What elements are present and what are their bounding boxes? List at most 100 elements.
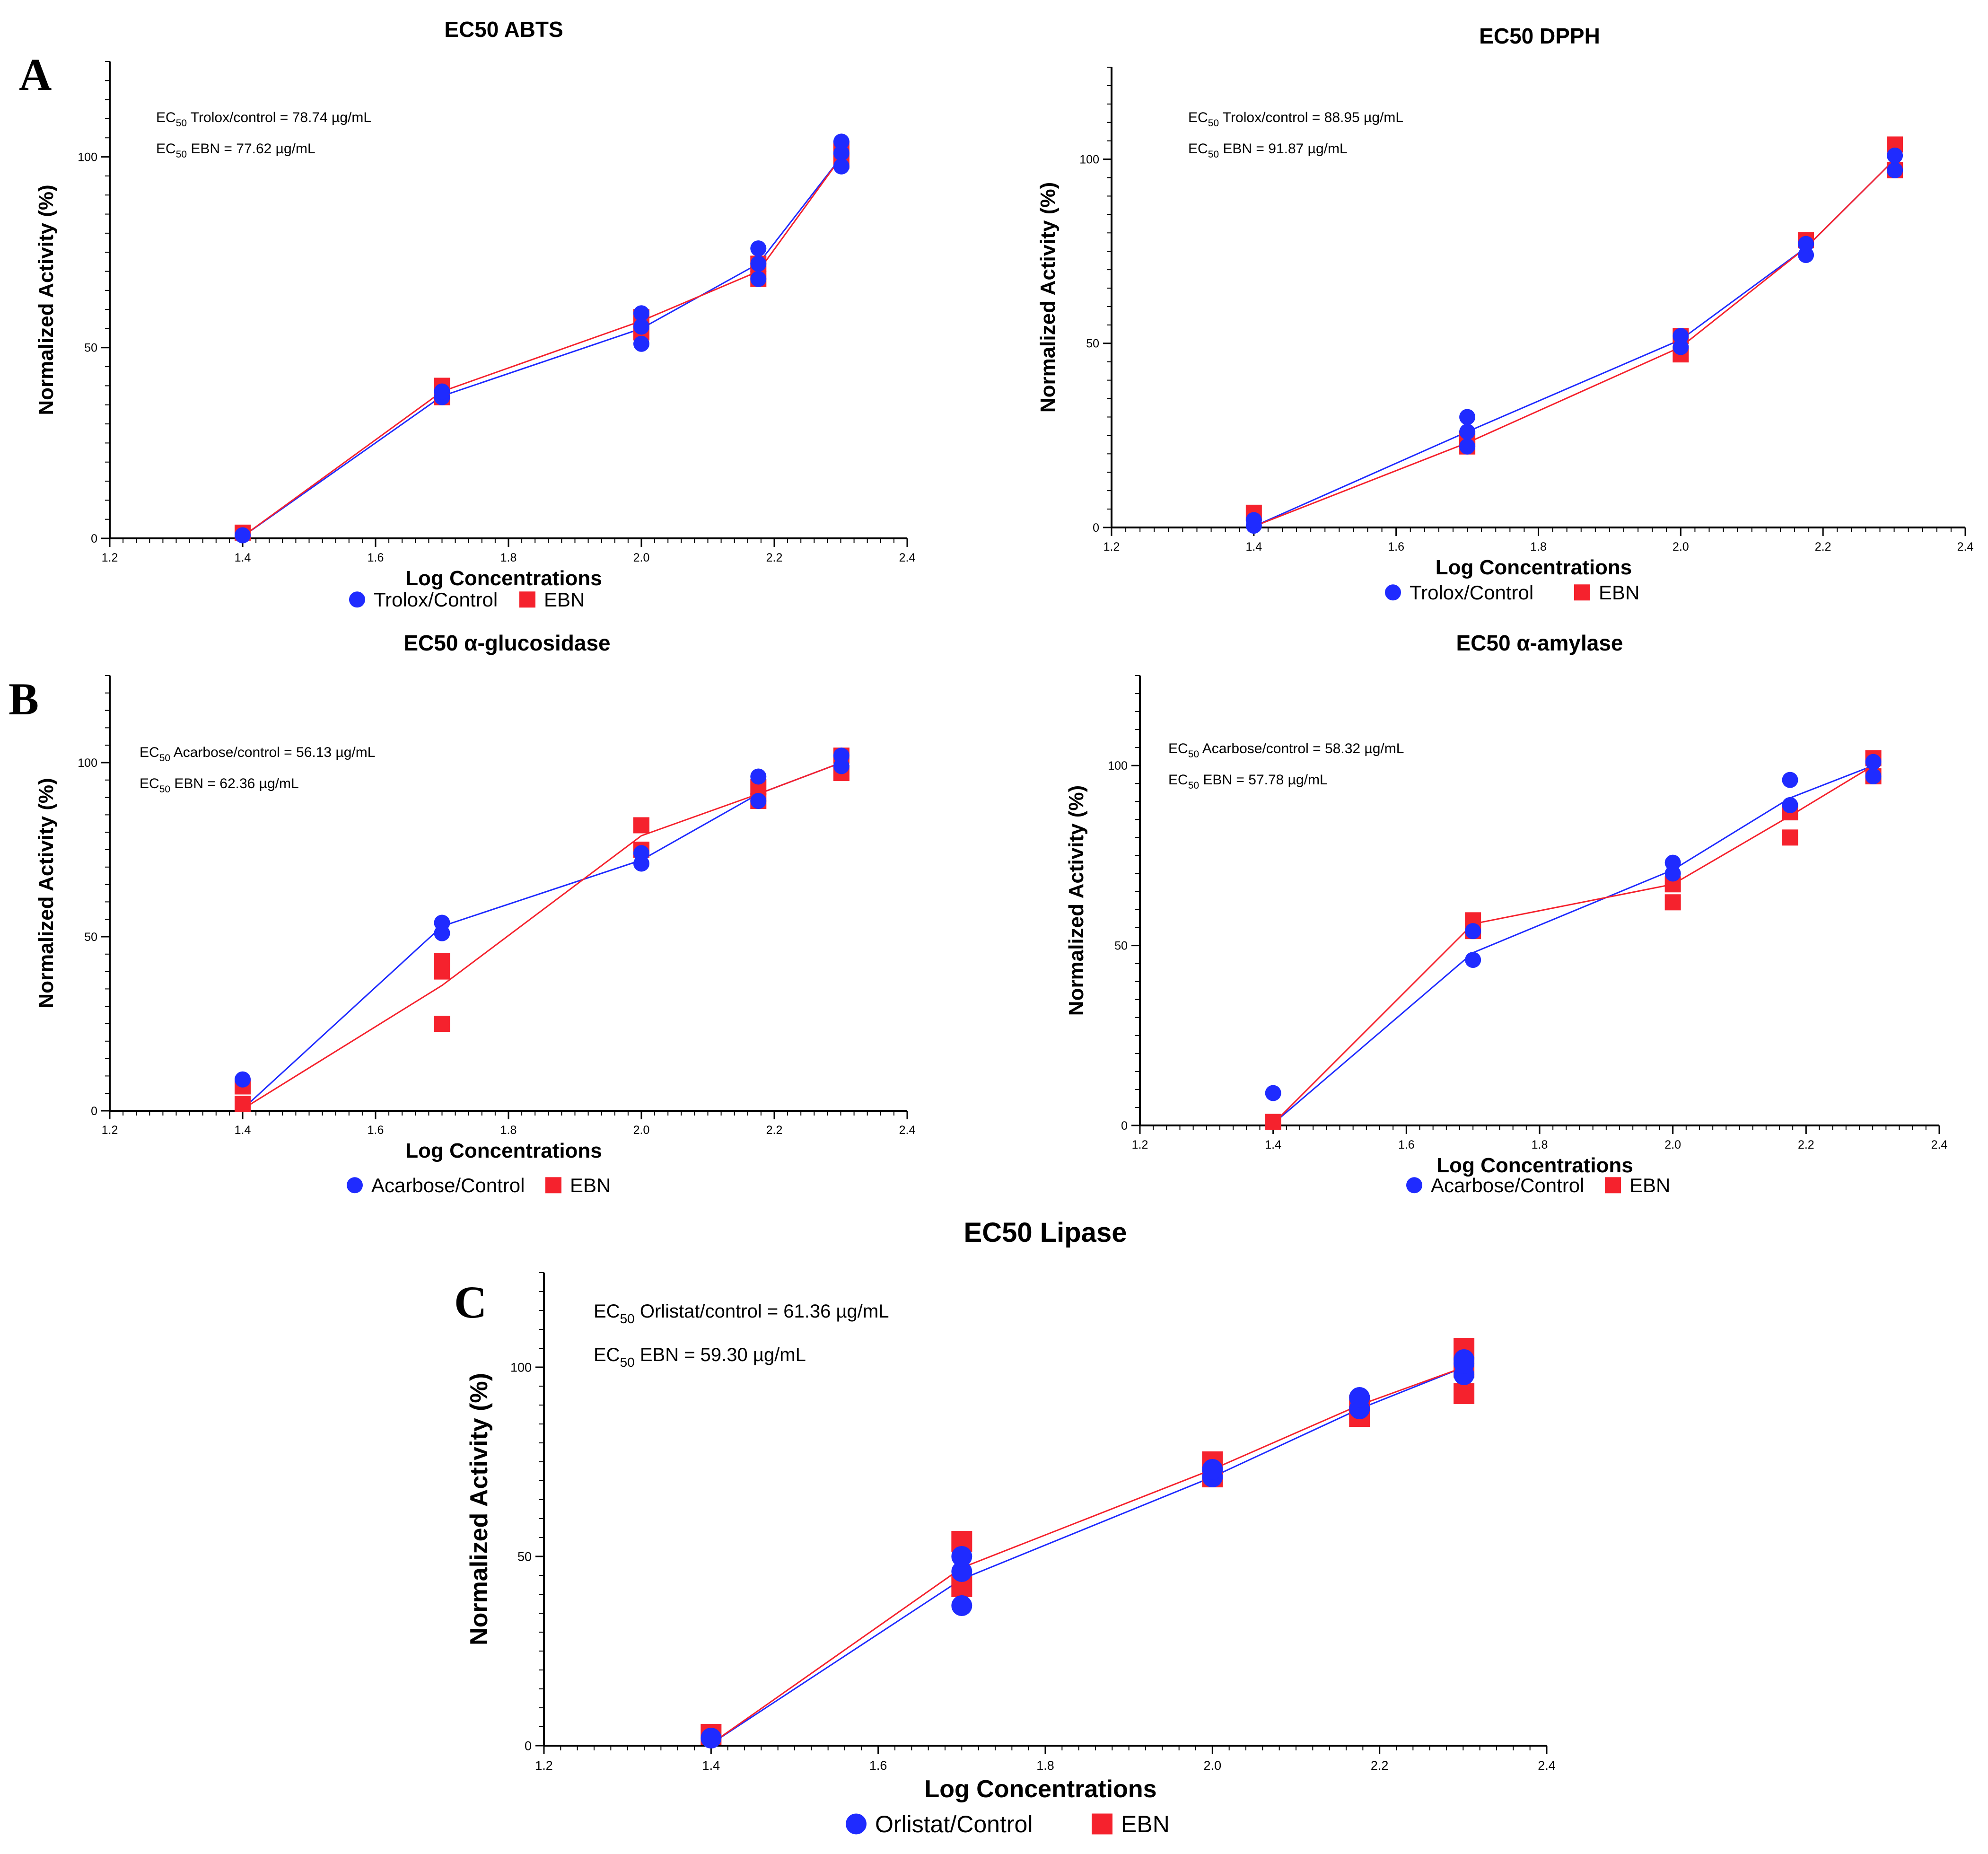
y-tick-label: 0: [1093, 521, 1099, 535]
series-line-control: [1253, 158, 1896, 527]
legend-label: Trolox/Control: [1410, 581, 1533, 604]
data-point-control: [1673, 328, 1689, 344]
y-tick-label: 100: [1108, 759, 1128, 773]
data-point-ebn: [434, 953, 450, 969]
legend-marker-control: [347, 1177, 363, 1194]
data-point-control: [833, 133, 849, 150]
chart-3: EC50 α-glucosidase 1.2 1.4 1.6 1.8 2.0 2.2 2.4 0…: [35, 631, 915, 1196]
data-point-control: [1465, 952, 1481, 968]
y-tick-label: 100: [78, 150, 97, 164]
data-point-ebn: [1782, 829, 1798, 846]
data-point-ebn: [1265, 1114, 1281, 1130]
chart-2: EC50 DPPH 1.2 1.4 1.6 1.8 2.0 2.2 2.4 0 50 100 Log …: [1036, 24, 1973, 604]
x-tick-label: 2.0: [1204, 1758, 1222, 1773]
series-line-ebn: [1253, 158, 1896, 527]
x-tick-label: 1.8: [1532, 1138, 1548, 1151]
ec50-annotation: EC50 Trolox/control = 88.95 µg/mL: [1188, 110, 1403, 129]
y-tick-label: 50: [1086, 337, 1099, 351]
data-point-control: [434, 383, 450, 400]
data-point-control: [1349, 1387, 1370, 1408]
y-tick-label: 0: [91, 1105, 97, 1118]
x-tick-label: 1.8: [1530, 540, 1547, 554]
chart-title: EC50 DPPH: [1479, 24, 1600, 48]
data-point-control: [1245, 512, 1262, 528]
chart-title: EC50 α-glucosidase: [403, 631, 610, 655]
data-point-control: [833, 158, 849, 175]
legend-label: EBN: [570, 1174, 611, 1196]
ec50-annotation: EC50 Orlistat/control = 61.36 µg/mL: [594, 1301, 889, 1326]
y-tick-label: 100: [1079, 153, 1099, 166]
data-point-ebn: [1454, 1383, 1475, 1404]
x-tick-label: 1.2: [102, 551, 118, 564]
y-axis-label: Normalized Activity (%): [465, 1373, 493, 1645]
y-axis-label: Normalized Activity (%): [1036, 182, 1060, 413]
panel-label-a: A: [19, 49, 52, 100]
chart-title: EC50 α-amylase: [1456, 631, 1623, 655]
y-tick-label: 100: [78, 756, 97, 770]
data-point-control: [750, 255, 767, 272]
data-point-control: [1465, 923, 1481, 940]
x-tick-label: 2.0: [1664, 1138, 1681, 1151]
x-tick-label: 2.0: [633, 1124, 650, 1137]
panel-label-b: B: [9, 674, 39, 724]
data-point-control: [434, 914, 450, 931]
x-tick-label: 2.0: [633, 551, 650, 564]
chart-1: EC50 ABTS 1.2 1.4 1.6 1.8 2.0 2.2 2.4 0 50 100 Log …: [35, 17, 915, 611]
y-axis-label: Normalized Activity (%): [1065, 785, 1088, 1016]
ec50-annotation: EC50 EBN = 91.87 µg/mL: [1188, 141, 1348, 160]
x-axis-label: Log Concentrations: [405, 1139, 602, 1162]
ec50-annotation: EC50 Trolox/control = 78.74 µg/mL: [156, 110, 371, 129]
data-point-control: [951, 1561, 972, 1582]
data-point-control: [633, 305, 649, 322]
x-tick-label: 1.8: [1036, 1758, 1054, 1773]
x-axis-label: Log Concentrations: [1436, 556, 1632, 579]
data-point-control: [750, 792, 767, 809]
legend-marker-ebn: [1092, 1813, 1112, 1835]
legend-label: Orlistat/Control: [875, 1811, 1033, 1837]
legend-label: Trolox/Control: [374, 589, 498, 611]
series-line-control: [242, 156, 842, 537]
data-point-control: [1798, 246, 1814, 263]
x-axis-label: Log Concentrations: [1436, 1154, 1633, 1177]
data-point-control: [633, 845, 649, 861]
x-tick-label: 1.4: [235, 551, 251, 564]
data-point-ebn: [434, 1016, 450, 1032]
legend-label: EBN: [1121, 1811, 1170, 1837]
data-point-control: [951, 1546, 972, 1567]
data-point-control: [1202, 1459, 1223, 1480]
y-tick-label: 100: [510, 1360, 532, 1374]
data-point-control: [235, 1071, 251, 1088]
data-point-control: [1782, 772, 1798, 788]
chart-4: EC50 α-amylase 1.2 1.4 1.6 1.8 2.0 2.2 2.4 0 50 10…: [1065, 631, 1947, 1196]
x-tick-label: 1.2: [535, 1758, 553, 1773]
y-tick-label: 0: [1121, 1119, 1128, 1133]
data-point-control: [633, 335, 649, 352]
data-point-control: [750, 271, 767, 287]
data-point-control: [1865, 768, 1882, 785]
data-point-control: [1664, 854, 1681, 871]
x-tick-label: 2.2: [766, 551, 783, 564]
data-point-ebn: [1664, 894, 1681, 911]
data-point-control: [1782, 797, 1798, 813]
data-point-control: [1887, 162, 1903, 178]
data-point-control: [633, 318, 649, 335]
x-axis-label: Log Concentrations: [924, 1775, 1156, 1803]
ec50-annotation: EC50 EBN = 57.78 µg/mL: [1168, 772, 1328, 791]
x-tick-label: 2.0: [1673, 540, 1689, 554]
x-tick-label: 2.2: [1815, 540, 1831, 554]
chart-5: EC50 Lipase 1.2 1.4 1.6 1.8 2.0 2.2 2.4 0 50 100 Lo…: [465, 1217, 1556, 1837]
legend-marker-ebn: [545, 1177, 561, 1194]
panel-label-c: C: [454, 1277, 487, 1327]
data-point-control: [750, 768, 767, 785]
data-point-control: [951, 1595, 972, 1616]
legend-marker-ebn: [1605, 1177, 1621, 1194]
x-tick-label: 2.4: [899, 1124, 916, 1137]
x-axis-label: Log Concentrations: [405, 567, 602, 590]
data-point-control: [235, 527, 251, 544]
data-point-control: [750, 240, 767, 257]
x-tick-label: 2.4: [1538, 1758, 1556, 1773]
x-tick-label: 1.6: [368, 551, 384, 564]
x-tick-label: 1.4: [235, 1124, 251, 1137]
x-tick-label: 1.8: [500, 551, 517, 564]
